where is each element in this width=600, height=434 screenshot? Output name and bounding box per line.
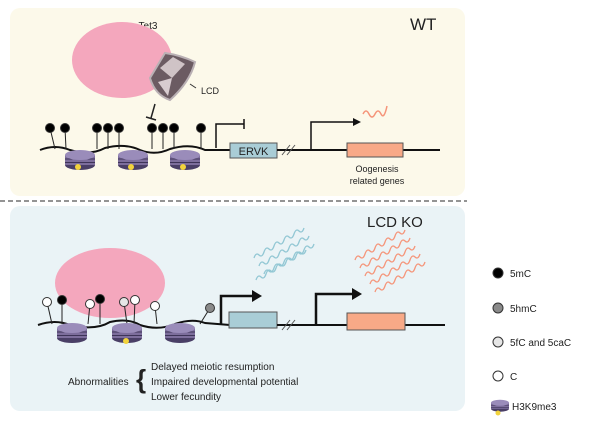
cytosine-mark <box>196 123 206 133</box>
abnormalities-label: Abnormalities <box>68 377 129 388</box>
transcript-wave <box>359 237 411 269</box>
transcripts <box>253 227 426 293</box>
transcript-wave <box>263 243 315 275</box>
cytosine-mark <box>130 295 140 305</box>
legend-label: 5fC and 5caC <box>510 338 571 349</box>
wt-methylation-marks <box>45 123 206 150</box>
lcd-shield-icon <box>148 51 197 102</box>
cytosine-mark <box>85 299 95 309</box>
wt-title: WT <box>410 15 436 34</box>
abnormality-item: Delayed meiotic resumption <box>151 362 274 373</box>
gene-label-line1: Oogenesis <box>355 164 399 174</box>
brace-icon: { <box>136 364 146 394</box>
break-icon <box>281 144 296 156</box>
ervk-box-ko <box>228 311 278 329</box>
cytosine-mark <box>147 123 157 133</box>
h3k9me3-mark <box>128 164 134 170</box>
transcript-wave <box>255 249 307 281</box>
wt-gene-promoter-arrow <box>310 121 355 149</box>
cytosine-mark <box>42 297 52 307</box>
cytosine-mark <box>150 301 160 311</box>
legend-c-icon <box>492 370 504 382</box>
cytosine-mark <box>103 123 113 133</box>
ko-methylation-marks <box>42 294 215 325</box>
legend-label: H3K9me3 <box>512 402 557 413</box>
ko-gene-box <box>346 312 406 331</box>
ko-title: LCD KO <box>367 214 423 231</box>
legend-5hmc-icon <box>492 302 504 314</box>
cytosine-mark <box>57 295 67 305</box>
transcript-wave <box>258 235 310 267</box>
legend-label: 5hmC <box>510 304 537 315</box>
ko-nucleosome <box>56 322 88 344</box>
cytosine-mark <box>45 123 55 133</box>
cytosine-mark <box>119 297 129 307</box>
cytosine-mark <box>95 294 105 304</box>
cytosine-mark <box>205 303 215 313</box>
lcd-label: LCD <box>201 86 220 96</box>
gene-label-line2: related genes <box>350 176 405 186</box>
inhibition-icon <box>145 103 157 121</box>
transcript-wave <box>364 245 416 277</box>
wt-dna-strand <box>39 144 230 154</box>
abnormality-item: Lower fecundity <box>151 392 221 403</box>
h3k9me3-mark <box>123 338 129 344</box>
legend-label: C <box>510 372 517 383</box>
cytosine-mark <box>169 123 179 133</box>
h3k9me3-mark <box>180 164 186 170</box>
legend-label: 5mC <box>510 269 531 280</box>
cytosine-mark <box>60 123 70 133</box>
tet3-protein <box>72 22 172 98</box>
h3k9me3-mark <box>75 164 81 170</box>
gene-active-promoter-arrow <box>314 292 355 324</box>
legend: 5mC 5hmC 5fC and 5caC C H3K9me3 <box>490 267 571 416</box>
transcript-wave <box>354 229 406 261</box>
cytosine-mark <box>92 123 102 133</box>
tet3-label: Tet3 <box>139 21 158 32</box>
cytosine-mark <box>114 123 124 133</box>
wt-gene-box <box>346 142 404 158</box>
ervk-label: ERVK <box>239 146 269 158</box>
legend-5fc-icon <box>492 336 504 348</box>
tet3-protein-ko <box>55 248 165 318</box>
legend-nucleosome-icon <box>490 399 510 413</box>
ervk-active-promoter-arrow <box>219 294 255 324</box>
wt-transcript <box>362 105 388 118</box>
transcript-wave <box>369 253 421 285</box>
transcript-wave <box>374 261 426 293</box>
transcript-wave <box>253 227 305 259</box>
legend-5mc-icon <box>492 267 504 279</box>
break-icon <box>281 319 296 331</box>
ervk-blocked-promoter <box>215 119 245 148</box>
abnormality-item: Impaired developmental potential <box>151 377 298 388</box>
ko-nucleosome <box>164 322 196 344</box>
cytosine-mark <box>158 123 168 133</box>
